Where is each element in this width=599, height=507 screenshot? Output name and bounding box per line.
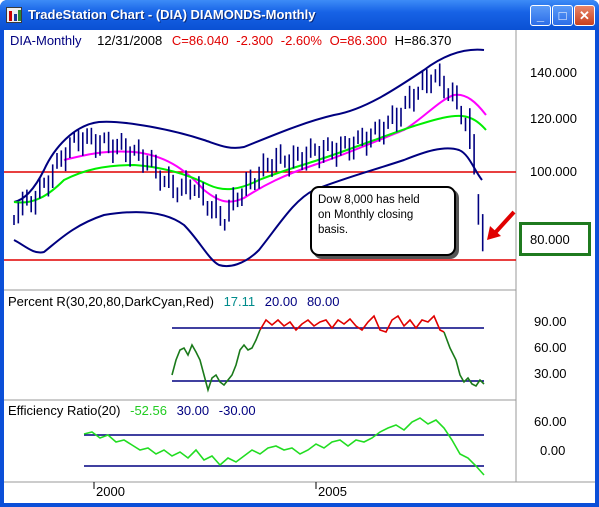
pctr-header: Percent R(30,20,80,DarkCyan,Red) 17.11 2… <box>8 295 339 309</box>
arrow-shaft <box>492 210 516 236</box>
time-axis-2000: 2000 <box>96 484 125 499</box>
price-axis-140: 140.000 <box>530 65 577 80</box>
arrow-icon <box>487 226 501 240</box>
price-header: DIA-Monthly 12/31/2008 C=86.040 -2.300 -… <box>10 34 451 48</box>
er-level-low: -30.00 <box>218 403 256 418</box>
pctr-axis-30: 30.00 <box>534 366 567 381</box>
close-icon: ✕ <box>579 8 590 23</box>
er-axis-0: 0.00 <box>540 443 566 458</box>
chart-canvas[interactable] <box>4 30 595 503</box>
change-value: -2.300 <box>236 33 274 48</box>
pctr-level-low: 20.00 <box>264 294 298 309</box>
chart-app-icon[interactable] <box>6 7 22 23</box>
callout-line-3: basis. <box>318 224 349 236</box>
er-title: Efficiency Ratio(20) <box>8 403 121 418</box>
open-value: O=86.300 <box>329 33 388 48</box>
time-axis-2005: 2005 <box>318 484 347 499</box>
pctr-axis-60: 60.00 <box>534 340 567 355</box>
maximize-button[interactable]: □ <box>552 5 573 26</box>
er-value: -52.56 <box>130 403 167 418</box>
annotation-callout[interactable]: Dow 8,000 has held on Monthly closing ba… <box>310 186 456 256</box>
window-title: TradeStation Chart - (DIA) DIAMONDS-Mont… <box>28 7 316 22</box>
chart-area[interactable]: DIA-Monthly 12/31/2008 C=86.040 -2.300 -… <box>4 30 595 503</box>
fast-ma-line <box>63 93 487 203</box>
pctr-line-high <box>259 314 445 333</box>
pctr-line-recent <box>443 331 485 388</box>
pctr-title: Percent R(30,20,80,DarkCyan,Red) <box>8 294 214 309</box>
er-axis-60: 60.00 <box>534 414 567 429</box>
support-level-box: 80.000 <box>519 222 591 256</box>
callout-line-1: Dow 8,000 has held <box>318 194 420 206</box>
er-level-high: 30.00 <box>176 403 210 418</box>
er-header: Efficiency Ratio(20) -52.56 30.00 -30.00 <box>8 404 256 418</box>
price-axis-120: 120.000 <box>530 111 577 126</box>
lower-band-line <box>13 147 483 268</box>
close-button[interactable]: ✕ <box>574 5 595 26</box>
pctr-level-high: 80.00 <box>306 294 340 309</box>
minimize-icon: _ <box>536 8 545 23</box>
close-value: C=86.040 <box>171 33 229 48</box>
maximize-icon: □ <box>558 8 567 23</box>
change-pct-value: -2.60% <box>280 33 322 48</box>
price-axis-100: 100.000 <box>530 164 577 179</box>
price-bars <box>13 63 484 252</box>
pctr-value: 17.11 <box>223 294 256 309</box>
callout-line-2: on Monthly closing <box>318 209 414 221</box>
title-bar[interactable]: TradeStation Chart - (DIA) DIAMONDS-Mont… <box>0 0 599 30</box>
efficiency-ratio-line <box>83 417 485 476</box>
date-label: 12/31/2008 <box>97 33 163 48</box>
upper-band-line <box>13 48 485 203</box>
pctr-line-low <box>171 329 261 393</box>
pctr-axis-90: 90.00 <box>534 314 567 329</box>
symbol-label: DIA-Monthly <box>10 33 82 48</box>
high-value: H=86.370 <box>394 33 452 48</box>
minimize-button[interactable]: _ <box>530 5 551 26</box>
